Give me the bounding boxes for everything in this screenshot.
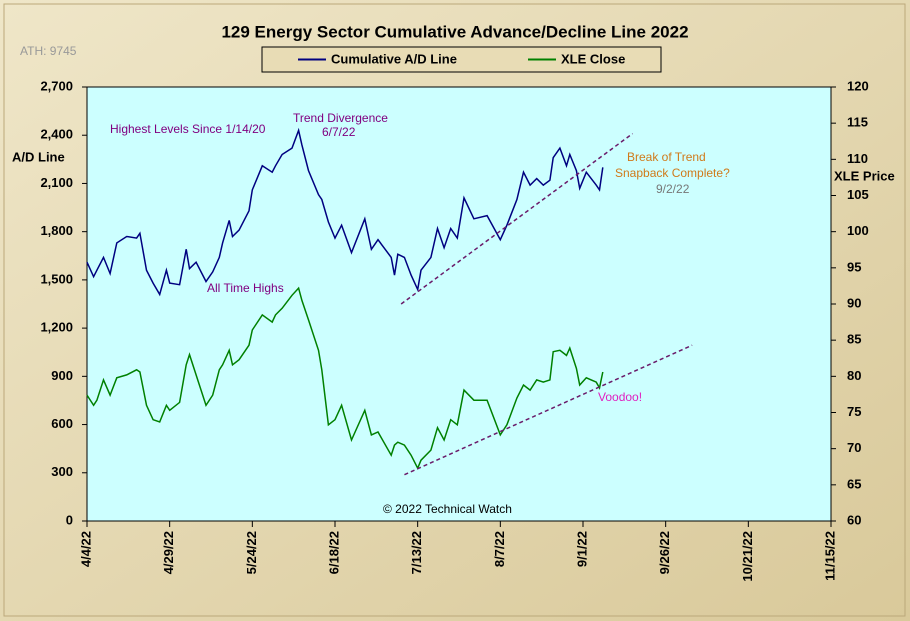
x-tick-label: 5/24/22	[244, 531, 259, 574]
y2-tick-label: 100	[847, 223, 869, 238]
y2-tick-label: 60	[847, 512, 861, 527]
series-line	[86, 286, 604, 470]
annotation: 9/2/22	[656, 182, 690, 196]
annotation: © 2022 Technical Watch	[383, 502, 512, 516]
y-axis-label: A/D Line	[12, 149, 65, 164]
x-tick-label: 4/29/22	[161, 531, 176, 574]
chart-title: 129 Energy Sector Cumulative Advance/Dec…	[221, 22, 688, 41]
legend	[261, 46, 662, 73]
y2-tick-label: 75	[847, 404, 861, 419]
y2-tick-label: 70	[847, 440, 861, 455]
frame	[3, 3, 906, 617]
annotation: 6/7/22	[322, 125, 356, 139]
annotation: Voodoo!	[598, 390, 642, 404]
y2-tick-label: 105	[847, 187, 869, 202]
annotation: Highest Levels Since 1/14/20	[110, 122, 266, 136]
annotation: All Time Highs	[207, 281, 284, 295]
x-tick-label: 9/1/22	[574, 531, 589, 567]
annotation: Snapback Complete?	[615, 166, 730, 180]
x-tick-label: 9/26/22	[657, 531, 672, 574]
y2-tick-label: 80	[847, 368, 861, 383]
annotation: Break of Trend	[627, 150, 706, 164]
y-tick-label: 2,100	[40, 175, 73, 190]
y2-tick-label: 110	[847, 151, 868, 166]
legend-label: XLE Close	[561, 51, 625, 66]
x-tick-label: 8/7/22	[492, 531, 507, 567]
y2-tick-label: 120	[847, 78, 869, 93]
annotation: Trend Divergence	[293, 111, 388, 125]
legend-label: Cumulative A/D Line	[331, 51, 457, 66]
y2-tick-label: 95	[847, 259, 861, 274]
y-tick-label: 2,700	[40, 78, 73, 93]
y-tick-label: 1,800	[40, 223, 73, 238]
x-tick-label: 7/13/22	[409, 531, 424, 574]
x-tick-label: 4/4/22	[78, 531, 93, 567]
y-tick-label: 1,500	[40, 271, 73, 286]
plot-area	[86, 86, 832, 522]
y-tick-label: 1,200	[40, 320, 73, 335]
series-line	[86, 127, 604, 297]
y-tick-label: 600	[51, 416, 73, 431]
y-tick-label: 300	[51, 464, 73, 479]
annotation: ATH: 9745	[20, 44, 77, 58]
y-tick-label: 2,400	[40, 127, 73, 142]
trend-line	[404, 344, 693, 476]
x-tick-label: 10/21/22	[740, 531, 755, 582]
y2-axis-label: XLE Price	[834, 168, 895, 183]
y2-tick-label: 65	[847, 476, 861, 491]
y-tick-label: 900	[51, 368, 73, 383]
y2-tick-label: 85	[847, 332, 861, 347]
trend-line	[400, 133, 634, 305]
x-tick-label: 11/15/22	[822, 531, 837, 581]
x-tick-label: 6/18/22	[326, 531, 341, 574]
y2-tick-label: 90	[847, 295, 861, 310]
y-tick-label: 0	[66, 512, 73, 527]
y2-tick-label: 115	[847, 115, 868, 130]
